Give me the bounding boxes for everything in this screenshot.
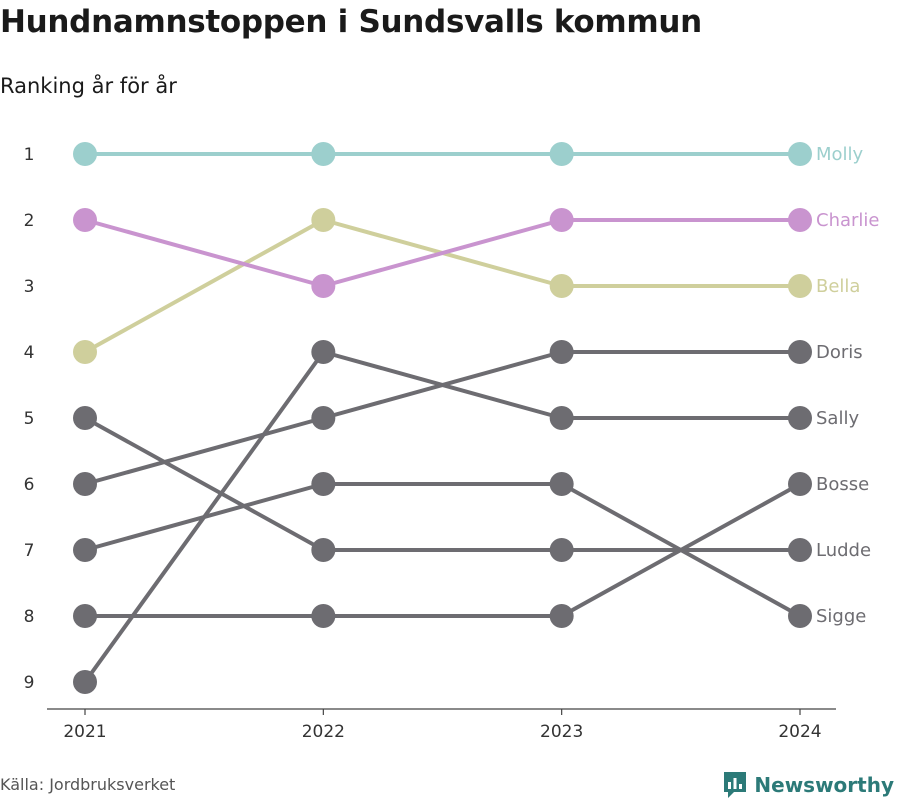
y-tick-label: 7	[24, 541, 35, 561]
series-points	[73, 142, 812, 694]
page-title: Hundnamnstoppen i Sundsvalls kommun	[0, 4, 702, 40]
data-point-bosse	[549, 604, 574, 628]
x-tick-label: 2023	[540, 722, 583, 742]
data-point-charlie	[311, 274, 336, 298]
data-point-sally	[73, 670, 97, 694]
data-point-bosse	[788, 472, 812, 496]
y-tick-label: 4	[24, 343, 35, 363]
y-tick-label: 5	[24, 409, 35, 429]
data-point-doris	[788, 340, 812, 364]
series-label-bella: Bella	[816, 276, 860, 297]
series-label-molly: Molly	[816, 144, 864, 165]
data-point-sally	[311, 340, 336, 364]
series-label-charlie: Charlie	[816, 210, 879, 231]
data-point-bosse	[311, 604, 336, 628]
data-point-molly	[549, 142, 574, 166]
series-line-doris	[83, 350, 802, 486]
data-point-sigge	[788, 604, 812, 628]
data-point-bosse	[73, 604, 97, 628]
x-tick-label: 2021	[63, 722, 106, 742]
data-point-molly	[788, 142, 812, 166]
y-tick-label: 3	[24, 277, 35, 297]
data-point-sigge	[311, 472, 336, 496]
series-label-sigge: Sigge	[816, 606, 866, 627]
series-label-sally: Sally	[816, 408, 859, 429]
data-point-sigge	[73, 538, 97, 562]
series-line-bosse	[83, 482, 802, 618]
x-tick-label: 2022	[302, 722, 345, 742]
brand-name: Newsworthy	[754, 773, 894, 797]
data-point-ludde	[73, 406, 97, 430]
data-point-bella	[549, 274, 574, 298]
series-label-doris: Doris	[816, 342, 863, 363]
data-point-bella	[73, 340, 97, 364]
data-point-doris	[73, 472, 97, 496]
series-label-bosse: Bosse	[816, 474, 869, 495]
source-note: Källa: Jordbruksverket	[0, 775, 176, 794]
data-point-sally	[549, 406, 574, 430]
series-label-ludde: Ludde	[816, 540, 871, 561]
y-tick-label: 6	[24, 475, 35, 495]
data-point-sigge	[549, 472, 574, 496]
newsworthy-logo-icon	[724, 772, 747, 798]
data-point-molly	[73, 142, 97, 166]
data-point-charlie	[73, 208, 97, 232]
data-point-bella	[788, 274, 812, 298]
series-lines	[83, 152, 802, 684]
series-line-charlie	[83, 218, 802, 288]
data-point-bella	[311, 208, 336, 232]
data-point-doris	[311, 406, 336, 430]
y-axis-ticks: 1 2 3 4 5 6 7 8 9	[24, 145, 35, 693]
page-subtitle: Ranking år för år	[0, 74, 177, 98]
data-point-sally	[788, 406, 812, 430]
data-point-ludde	[788, 538, 812, 562]
y-tick-label: 9	[24, 673, 35, 693]
data-point-charlie	[788, 208, 812, 232]
y-tick-label: 8	[24, 607, 35, 627]
data-point-ludde	[311, 538, 336, 562]
data-point-ludde	[549, 538, 574, 562]
brand-logo: Newsworthy	[722, 770, 894, 800]
x-tick-label: 2024	[778, 722, 821, 742]
data-point-charlie	[549, 208, 574, 232]
series-labels: Sigge Ludde Bosse Sally Doris Bella Charlie Mol…	[816, 144, 879, 627]
series-line-sally	[83, 350, 802, 684]
x-axis-ticks: 2021 2022 2023 2024	[63, 709, 822, 742]
y-tick-label: 1	[24, 145, 35, 165]
data-point-molly	[311, 142, 336, 166]
data-point-doris	[549, 340, 574, 364]
y-tick-label: 2	[24, 211, 35, 231]
series-line-bella	[83, 218, 802, 354]
